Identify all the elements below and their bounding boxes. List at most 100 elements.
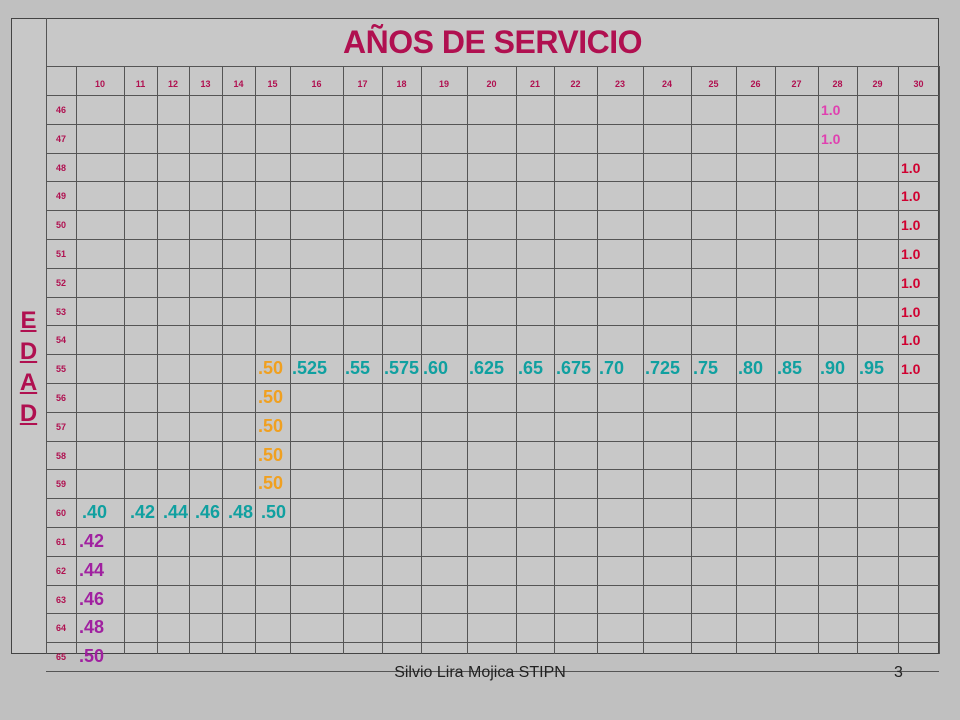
year-header: 26 xyxy=(750,79,761,89)
grid-vline xyxy=(382,66,383,654)
age-label: 51 xyxy=(55,249,66,259)
grid-vline xyxy=(516,66,517,654)
value-cell: 1.0 xyxy=(821,130,841,147)
value-cell: .60 xyxy=(423,358,449,379)
grid-vline xyxy=(343,66,344,654)
value-cell: .50 xyxy=(258,444,284,465)
age-label: 53 xyxy=(55,306,66,317)
value-cell: .675 xyxy=(556,358,592,379)
year-header: 30 xyxy=(913,79,924,89)
year-header: 18 xyxy=(396,79,407,89)
value-cell: .42 xyxy=(130,502,156,523)
value-cell: .50 xyxy=(258,358,284,379)
value-cell: .625 xyxy=(469,358,505,379)
grid-hline xyxy=(46,642,939,644)
grid-hline xyxy=(46,152,939,154)
value-cell: 1.0 xyxy=(901,274,921,291)
value-cell: .50 xyxy=(258,473,284,494)
age-label: 64 xyxy=(55,623,66,634)
value-cell: .48 xyxy=(228,502,254,523)
value-cell: .95 xyxy=(859,358,885,379)
grid-hline xyxy=(46,527,939,528)
age-label: 50 xyxy=(55,220,66,231)
grid-vline xyxy=(290,66,291,654)
grid-hline xyxy=(46,325,939,327)
grid-hline xyxy=(46,95,939,96)
grid-vline xyxy=(76,66,77,654)
year-header: 12 xyxy=(167,79,178,89)
value-cell: .50 xyxy=(261,502,287,523)
year-header: 17 xyxy=(357,79,368,89)
year-header: 21 xyxy=(529,79,540,89)
year-header: 25 xyxy=(708,79,719,89)
grid-vline xyxy=(691,66,692,654)
value-cell: .55 xyxy=(345,358,371,379)
age-label: 48 xyxy=(55,162,66,173)
value-cell: .46 xyxy=(195,502,221,523)
year-header: 15 xyxy=(267,79,278,89)
value-cell: 1.0 xyxy=(901,188,921,205)
age-label: 56 xyxy=(55,393,66,403)
value-cell: .50 xyxy=(258,387,284,407)
footer-author: Silvio Lira Mojica STIPN xyxy=(394,664,566,681)
age-label: 62 xyxy=(55,565,66,576)
grid-vline xyxy=(939,66,940,654)
grid-hline xyxy=(46,584,939,586)
grid-hline xyxy=(46,181,939,183)
value-cell: 1.0 xyxy=(901,246,921,262)
value-cell: .44 xyxy=(163,502,189,523)
age-label: 60 xyxy=(55,508,66,519)
grid-vline xyxy=(222,66,223,654)
value-cell: 1.0 xyxy=(901,332,921,349)
edad-column: E D A D xyxy=(11,18,46,654)
value-cell: .44 xyxy=(79,559,105,580)
value-cell: .42 xyxy=(79,531,105,551)
grid-hline xyxy=(46,613,939,615)
edad-letter: E xyxy=(20,307,37,334)
year-header: 10 xyxy=(94,79,105,89)
year-header: 29 xyxy=(872,79,883,89)
age-label: 61 xyxy=(55,537,66,547)
value-cell: .46 xyxy=(79,588,105,609)
grid-vline xyxy=(643,66,644,654)
grid-vline xyxy=(736,66,737,654)
value-cell: .48 xyxy=(79,617,105,638)
value-cell: 1.0 xyxy=(901,217,921,234)
value-cell: .85 xyxy=(777,358,803,379)
age-label: 63 xyxy=(55,594,66,605)
grid-vline xyxy=(157,66,158,654)
grid-hline xyxy=(46,411,939,413)
page-number: 3 xyxy=(894,664,903,681)
year-header: 19 xyxy=(438,79,449,89)
grid-hline xyxy=(46,66,939,67)
edad-label: E D A D xyxy=(11,305,46,429)
year-header: 16 xyxy=(311,79,322,89)
year-header: 14 xyxy=(233,79,244,89)
grid-vline xyxy=(898,66,899,654)
edad-letter: A xyxy=(19,369,38,396)
grid-vline xyxy=(467,66,468,654)
value-cell: .50 xyxy=(258,415,284,436)
age-label: 46 xyxy=(55,105,66,115)
age-label: 49 xyxy=(55,191,66,202)
value-cell: .70 xyxy=(599,358,625,379)
value-cell: .575 xyxy=(384,358,420,379)
value-cell: .80 xyxy=(738,358,764,379)
age-label: 55 xyxy=(55,364,66,375)
year-header: 23 xyxy=(614,79,625,89)
year-header: 11 xyxy=(135,79,146,89)
value-cell: .50 xyxy=(79,646,105,667)
grid-vline xyxy=(775,66,776,654)
grid-hline xyxy=(46,440,939,442)
grid-vline xyxy=(124,66,125,654)
year-header: 20 xyxy=(486,79,497,89)
year-header: 24 xyxy=(661,79,672,89)
table-frame xyxy=(11,18,939,654)
grid-vline xyxy=(857,66,858,654)
grid-hline xyxy=(46,354,939,356)
grid-hline xyxy=(46,296,939,298)
value-cell: .65 xyxy=(518,358,544,379)
grid-vline xyxy=(255,66,256,654)
grid-vline xyxy=(818,66,819,654)
value-cell: .725 xyxy=(645,358,681,379)
